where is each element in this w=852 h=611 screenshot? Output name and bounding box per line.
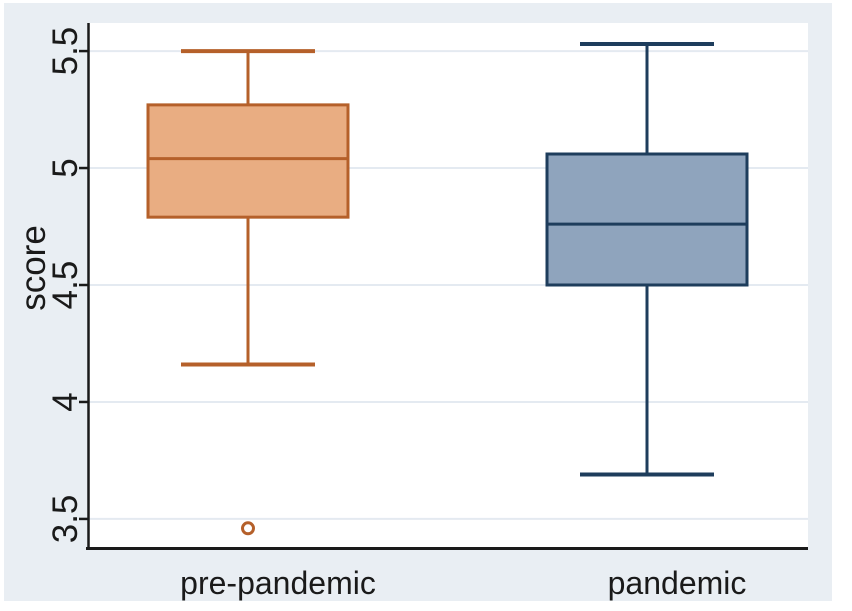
box-rect bbox=[545, 152, 749, 287]
y-tick-label-4.5: 4.5 bbox=[46, 261, 85, 310]
y-axis-title: score bbox=[14, 225, 53, 311]
category-label-pandemic: pandemic bbox=[608, 565, 747, 601]
y-tick-label-3.5: 3.5 bbox=[46, 495, 85, 544]
box-group-pandemic bbox=[545, 42, 749, 477]
category-label-pre-pandemic: pre-pandemic bbox=[180, 565, 376, 601]
y-tick-label-4: 4 bbox=[46, 392, 85, 411]
y-tick-label-5: 5 bbox=[46, 158, 85, 177]
box-group-pre-pandemic bbox=[146, 49, 350, 536]
outlier-point bbox=[241, 521, 255, 536]
y-tick-label-5.5: 5.5 bbox=[46, 27, 85, 76]
box-rect bbox=[146, 103, 350, 219]
